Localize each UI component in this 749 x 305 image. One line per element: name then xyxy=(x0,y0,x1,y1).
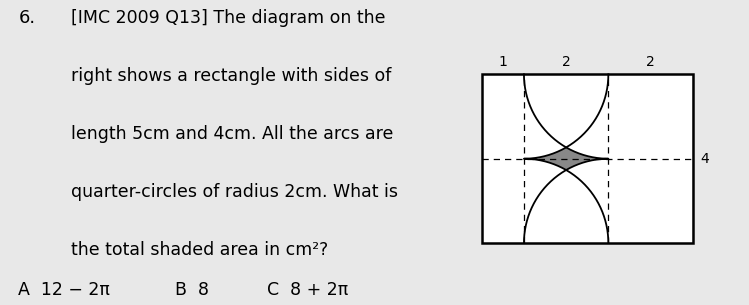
Text: 4: 4 xyxy=(700,152,709,166)
Text: C  8 + 2π: C 8 + 2π xyxy=(267,281,348,299)
Text: quarter-circles of radius 2cm. What is: quarter-circles of radius 2cm. What is xyxy=(71,183,398,201)
Polygon shape xyxy=(482,74,693,243)
Text: right shows a rectangle with sides of: right shows a rectangle with sides of xyxy=(71,67,392,85)
Text: length 5cm and 4cm. All the arcs are: length 5cm and 4cm. All the arcs are xyxy=(71,125,394,143)
Text: A  12 − 2π: A 12 − 2π xyxy=(19,281,110,299)
Text: 2: 2 xyxy=(646,55,655,69)
Polygon shape xyxy=(482,74,608,243)
Text: 2: 2 xyxy=(562,55,571,69)
Polygon shape xyxy=(524,74,693,243)
Text: the total shaded area in cm²?: the total shaded area in cm²? xyxy=(71,241,329,259)
Text: 6.: 6. xyxy=(19,9,35,27)
Text: 1: 1 xyxy=(498,55,507,69)
Text: [IMC 2009 Q13] The diagram on the: [IMC 2009 Q13] The diagram on the xyxy=(71,9,386,27)
Text: B  8: B 8 xyxy=(175,281,209,299)
